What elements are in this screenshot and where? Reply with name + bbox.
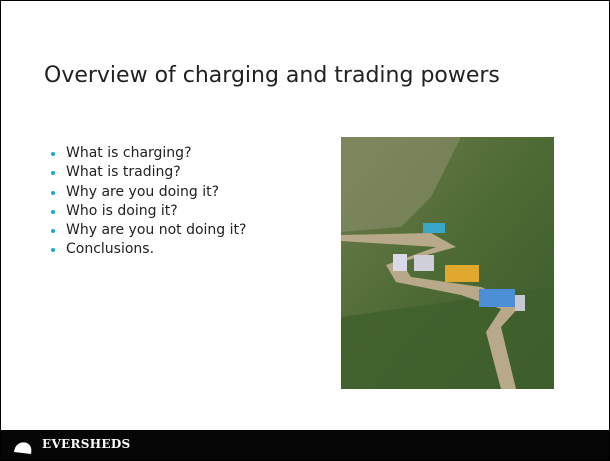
logo-icon <box>9 430 39 460</box>
bullet-item: What is charging? <box>49 144 246 163</box>
logo-text: EVERSHEDS <box>42 437 131 451</box>
bullet-item: Who is doing it? <box>49 202 246 221</box>
page: Overview of charging and trading powers … <box>0 0 610 461</box>
footer: EVERSHEDS <box>1 430 609 460</box>
bullet-item: Conclusions. <box>49 240 246 259</box>
bullet-item: Why are you not doing it? <box>49 221 246 240</box>
photo <box>341 137 554 389</box>
bullet-list: What is charging?What is trading?Why are… <box>49 144 246 260</box>
slide: Overview of charging and trading powers … <box>0 0 610 461</box>
bullet-item: What is trading? <box>49 163 246 182</box>
bullet-item: Why are you doing it? <box>49 183 246 202</box>
slide-title: Overview of charging and trading powers <box>44 63 500 88</box>
